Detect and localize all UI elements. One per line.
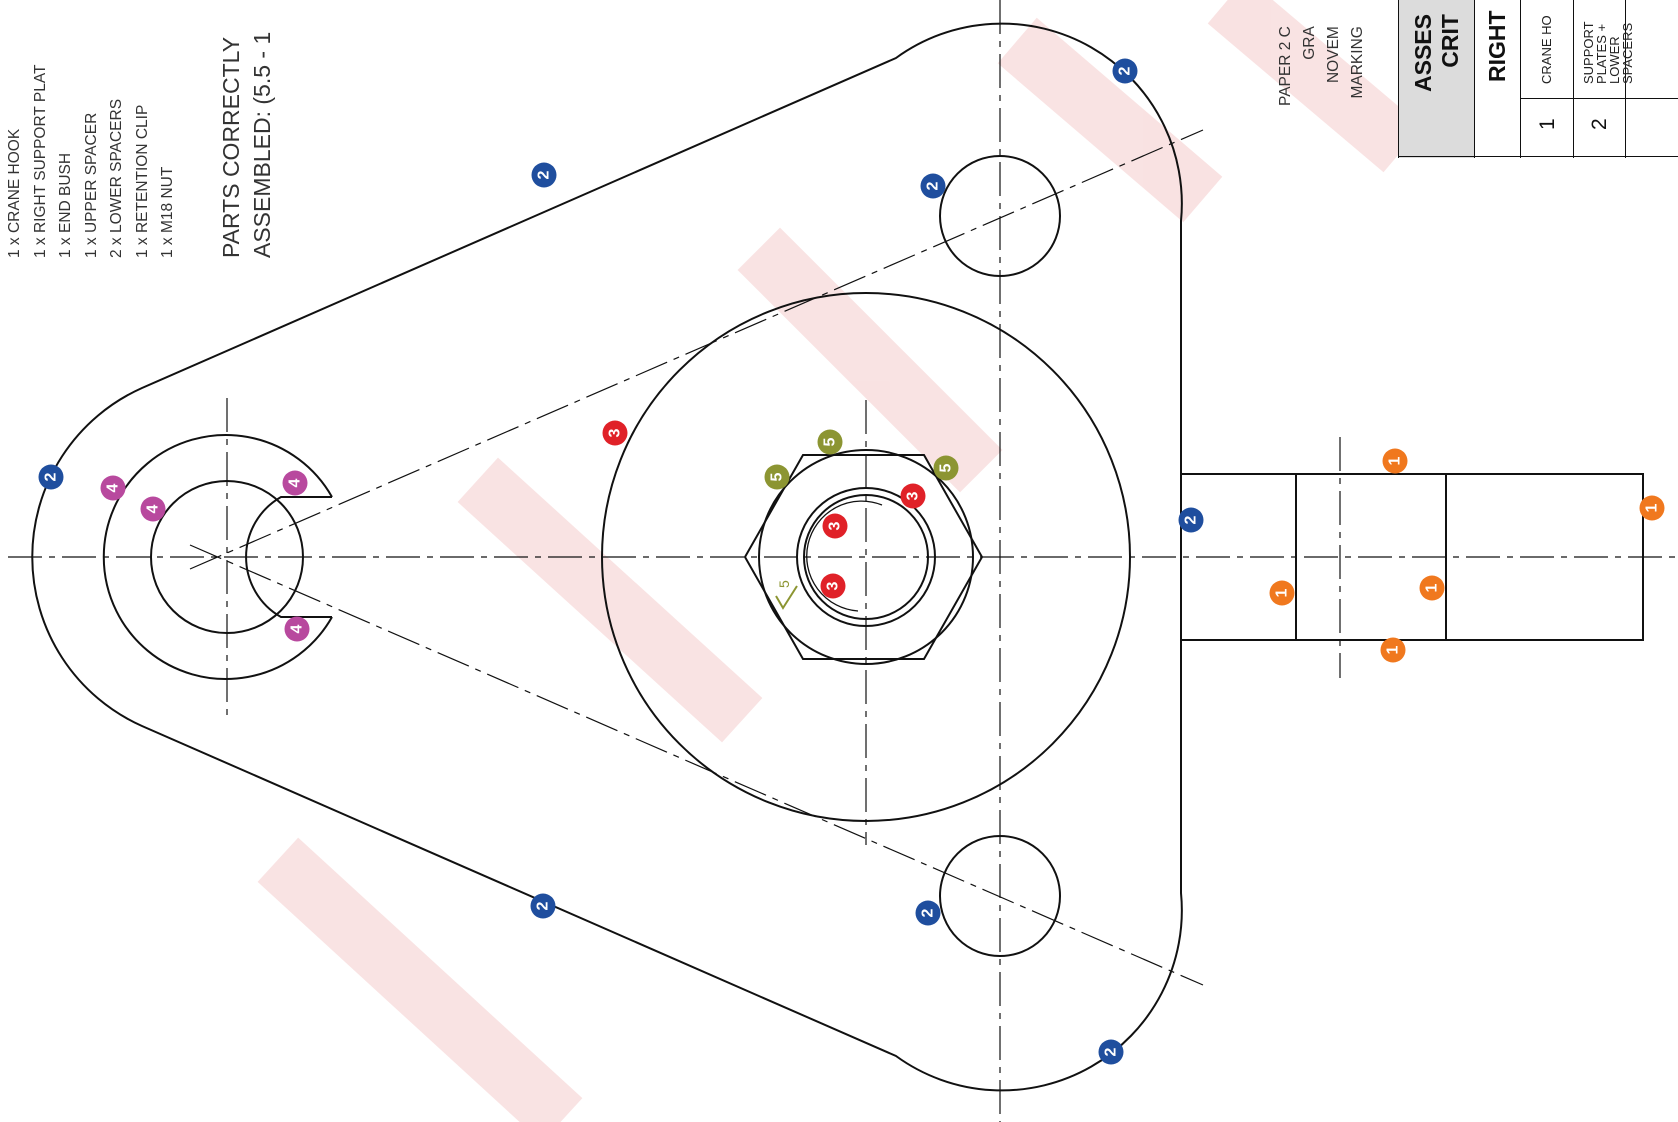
criteria-marker-1: 1 xyxy=(1639,495,1665,521)
table-border xyxy=(1520,0,1522,158)
criteria-marker-4: 4 xyxy=(282,470,308,496)
paper-info-line: MARKING xyxy=(1349,26,1366,99)
parts-list: 1 x CRANE HOOK 1 x RIGHT SUPPORT PLAT 1 … xyxy=(2,64,181,258)
part-line: 1 x UPPER SPACER xyxy=(82,112,100,258)
criteria-marker-2: 2 xyxy=(1098,1039,1124,1065)
svg-text:3: 3 xyxy=(905,491,922,500)
criteria-marker-3: 3 xyxy=(822,513,848,539)
surface-finish-value: 5 xyxy=(776,580,792,588)
criteria-marker-1: 1 xyxy=(1419,575,1445,601)
criteria-marker-4: 4 xyxy=(284,616,310,642)
criteria-marker-3: 3 xyxy=(602,420,628,446)
paper-info-line: GRA xyxy=(1301,26,1318,60)
svg-text:5: 5 xyxy=(769,472,786,481)
row-label-line: CRANE HO xyxy=(1539,15,1554,84)
svg-text:2: 2 xyxy=(535,901,552,910)
criteria-marker-1: 1 xyxy=(1380,637,1406,663)
criteria-marker-1: 1 xyxy=(1269,580,1295,606)
criteria-marker-2: 2 xyxy=(531,162,557,188)
table-border xyxy=(1520,98,1678,100)
row-number: 2 xyxy=(1588,118,1611,130)
criteria-marker-4: 4 xyxy=(140,496,166,522)
svg-text:4: 4 xyxy=(145,504,162,513)
svg-text:1: 1 xyxy=(1644,503,1661,512)
row-label: SUPPORT PLATES + LOWER SPACERS xyxy=(1581,21,1635,84)
part-line: 1 x M18 NUT xyxy=(159,166,176,258)
svg-text:1: 1 xyxy=(1424,583,1441,592)
svg-text:2: 2 xyxy=(1183,515,1200,524)
criteria-marker-1: 1 xyxy=(1382,448,1408,474)
row-label: CRANE HO xyxy=(1539,15,1554,84)
part-line: 1 x RIGHT SUPPORT PLAT xyxy=(31,64,49,258)
support-plate-outline xyxy=(31,22,1183,1092)
watermark xyxy=(257,0,1423,1122)
table-header-line: CRIT xyxy=(1437,14,1463,68)
part-line: 1 x CRANE HOOK xyxy=(6,128,23,258)
table-header: ASSES CRIT xyxy=(1410,14,1464,92)
svg-text:2: 2 xyxy=(1103,1047,1120,1056)
svg-text:3: 3 xyxy=(827,521,844,530)
table-border xyxy=(1573,0,1575,158)
centre-lines xyxy=(8,0,1678,1122)
surface-finish-symbol: 5 xyxy=(775,580,798,610)
svg-text:3: 3 xyxy=(607,428,624,437)
svg-text:2: 2 xyxy=(925,181,942,190)
assessment-criteria-table: ASSES CRIT RIGHT 1 CRANE HO 2 SUPPORT PL… xyxy=(1398,0,1678,158)
svg-text:2: 2 xyxy=(1117,66,1134,75)
part-line: 2 x LOWER SPACERS xyxy=(108,98,125,258)
criteria-marker-2: 2 xyxy=(1112,58,1138,84)
paper-info-block: PAPER 2 C GRA NOVEM MARKING xyxy=(1274,26,1370,106)
paper-info-line: PAPER 2 C xyxy=(1277,26,1294,106)
criteria-marker-2: 2 xyxy=(38,464,64,490)
row-number: 1 xyxy=(1536,118,1559,130)
svg-text:2: 2 xyxy=(536,170,553,179)
table-border xyxy=(1398,0,1400,158)
table-border xyxy=(1398,156,1678,158)
svg-text:5: 5 xyxy=(938,463,955,472)
table-header-line: ASSES xyxy=(1410,14,1436,92)
criteria-marker-5: 5 xyxy=(817,429,843,455)
table-header-background xyxy=(1398,0,1474,158)
criteria-marker-2: 2 xyxy=(920,173,946,199)
criteria-marker-2: 2 xyxy=(1178,507,1204,533)
table-subheader: RIGHT xyxy=(1484,10,1510,82)
side-view xyxy=(1180,473,1644,641)
paper-info-line: NOVEM xyxy=(1325,26,1342,84)
assembled-note: PARTS CORRECTLY ASSEMBLED: (5.5 - 1 xyxy=(216,32,278,258)
svg-text:4: 4 xyxy=(287,478,304,487)
svg-text:4: 4 xyxy=(105,483,122,492)
table-border xyxy=(1474,0,1476,158)
svg-text:1: 1 xyxy=(1385,645,1402,654)
criteria-marker-5: 5 xyxy=(933,455,959,481)
svg-text:2: 2 xyxy=(43,472,60,481)
thread-arc xyxy=(806,500,883,612)
table-border xyxy=(1625,0,1627,158)
svg-text:5: 5 xyxy=(822,437,839,446)
part-line: 1 x RETENTION CLIP xyxy=(133,104,151,258)
svg-text:4: 4 xyxy=(289,624,306,633)
criteria-markers: 1 1 1 1 1 2 2 2 2 2 2 2 2 3 3 3 3 4 4 4 4 5 5 5 xyxy=(38,58,1665,1065)
svg-text:3: 3 xyxy=(825,581,842,590)
criteria-marker-2: 2 xyxy=(915,900,941,926)
svg-text:1: 1 xyxy=(1387,456,1404,465)
criteria-marker-4: 4 xyxy=(100,475,126,501)
svg-text:1: 1 xyxy=(1274,588,1291,597)
row-label-line: SPACERS xyxy=(1620,22,1635,84)
part-line: 1 x END BUSH xyxy=(57,152,74,258)
svg-text:2: 2 xyxy=(920,908,937,917)
criteria-marker-2: 2 xyxy=(530,893,556,919)
criteria-marker-3: 3 xyxy=(820,573,846,599)
criteria-marker-3: 3 xyxy=(900,483,926,509)
assembled-note-line: PARTS CORRECTLY xyxy=(218,36,244,258)
assembled-note-line: ASSEMBLED: (5.5 - 1 xyxy=(249,31,275,258)
criteria-marker-5: 5 xyxy=(764,464,790,490)
holes-and-parts xyxy=(102,155,1131,957)
